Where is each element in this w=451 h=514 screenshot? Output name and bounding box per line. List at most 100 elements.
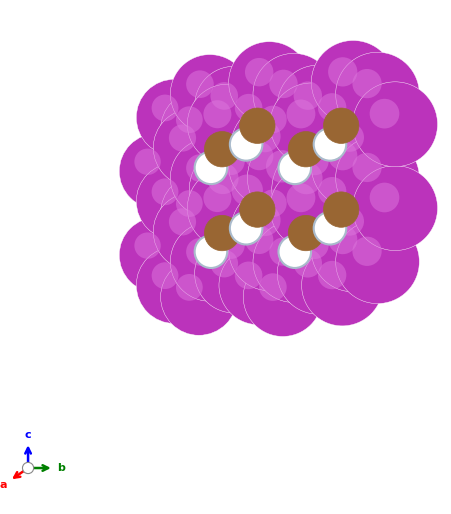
Polygon shape — [258, 232, 318, 285]
Circle shape — [243, 258, 322, 337]
Circle shape — [211, 234, 244, 266]
Circle shape — [195, 66, 274, 145]
Circle shape — [311, 41, 395, 124]
Polygon shape — [175, 148, 234, 201]
Polygon shape — [276, 262, 318, 316]
Polygon shape — [192, 178, 234, 232]
Circle shape — [308, 197, 341, 229]
Circle shape — [335, 123, 364, 152]
Circle shape — [187, 168, 267, 248]
Circle shape — [229, 125, 310, 207]
Circle shape — [152, 178, 179, 205]
Polygon shape — [311, 154, 353, 208]
Polygon shape — [234, 190, 276, 232]
Circle shape — [301, 231, 329, 259]
Circle shape — [23, 463, 34, 473]
Polygon shape — [150, 190, 192, 232]
Polygon shape — [192, 262, 234, 316]
Circle shape — [259, 190, 287, 217]
Polygon shape — [311, 208, 353, 250]
Circle shape — [370, 99, 399, 128]
Polygon shape — [258, 148, 318, 201]
Polygon shape — [269, 250, 311, 292]
Circle shape — [176, 106, 203, 133]
Circle shape — [136, 247, 213, 323]
Circle shape — [260, 89, 292, 122]
Circle shape — [295, 150, 327, 182]
Circle shape — [319, 106, 401, 189]
Text: a: a — [0, 480, 8, 490]
Circle shape — [253, 221, 334, 302]
Polygon shape — [150, 262, 210, 316]
Circle shape — [301, 147, 329, 175]
Circle shape — [211, 150, 244, 182]
Circle shape — [288, 132, 324, 167]
Polygon shape — [150, 178, 210, 232]
Circle shape — [119, 217, 195, 293]
Circle shape — [302, 245, 383, 326]
Polygon shape — [234, 232, 294, 273]
Circle shape — [230, 186, 322, 277]
Polygon shape — [192, 148, 234, 190]
Circle shape — [336, 136, 419, 220]
Polygon shape — [294, 208, 353, 262]
Circle shape — [152, 95, 179, 121]
Circle shape — [153, 193, 231, 270]
Circle shape — [318, 261, 346, 289]
Circle shape — [259, 273, 287, 301]
Circle shape — [370, 182, 399, 212]
Circle shape — [176, 173, 208, 206]
Circle shape — [169, 124, 196, 152]
Circle shape — [379, 66, 411, 99]
Circle shape — [245, 142, 273, 170]
Circle shape — [119, 134, 195, 209]
Circle shape — [259, 105, 287, 133]
Polygon shape — [269, 208, 329, 250]
Polygon shape — [185, 154, 245, 208]
Circle shape — [141, 113, 173, 145]
Circle shape — [239, 192, 275, 227]
Circle shape — [302, 77, 383, 158]
Circle shape — [286, 183, 315, 212]
Circle shape — [204, 215, 240, 251]
Circle shape — [176, 274, 203, 301]
Polygon shape — [227, 238, 269, 292]
Polygon shape — [311, 238, 353, 292]
Polygon shape — [175, 190, 234, 232]
Circle shape — [336, 220, 419, 304]
Circle shape — [170, 138, 249, 217]
Circle shape — [311, 124, 395, 208]
Circle shape — [379, 234, 411, 266]
Circle shape — [379, 150, 411, 182]
Polygon shape — [269, 166, 311, 208]
Circle shape — [225, 197, 257, 229]
Circle shape — [203, 100, 231, 128]
Polygon shape — [175, 232, 234, 285]
Circle shape — [161, 91, 237, 168]
Circle shape — [278, 152, 311, 184]
Circle shape — [319, 190, 401, 273]
Polygon shape — [185, 250, 227, 292]
Circle shape — [294, 249, 322, 278]
Circle shape — [230, 102, 322, 193]
Polygon shape — [294, 166, 353, 208]
Circle shape — [243, 174, 322, 252]
Polygon shape — [227, 154, 269, 208]
Circle shape — [136, 163, 213, 240]
Circle shape — [134, 232, 161, 259]
Polygon shape — [234, 273, 276, 316]
Polygon shape — [185, 208, 227, 262]
Polygon shape — [234, 232, 276, 285]
Circle shape — [207, 163, 239, 194]
Circle shape — [243, 90, 322, 169]
Polygon shape — [269, 124, 311, 178]
Circle shape — [214, 157, 304, 246]
Circle shape — [311, 208, 395, 292]
Circle shape — [235, 262, 262, 289]
Circle shape — [288, 215, 324, 251]
Circle shape — [217, 148, 245, 175]
Circle shape — [344, 257, 376, 290]
Circle shape — [253, 53, 334, 135]
Circle shape — [225, 281, 257, 313]
Circle shape — [323, 192, 359, 227]
